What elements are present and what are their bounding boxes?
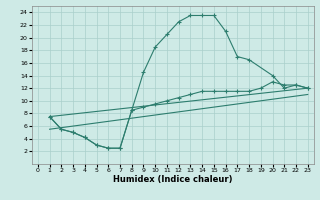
X-axis label: Humidex (Indice chaleur): Humidex (Indice chaleur) bbox=[113, 175, 233, 184]
